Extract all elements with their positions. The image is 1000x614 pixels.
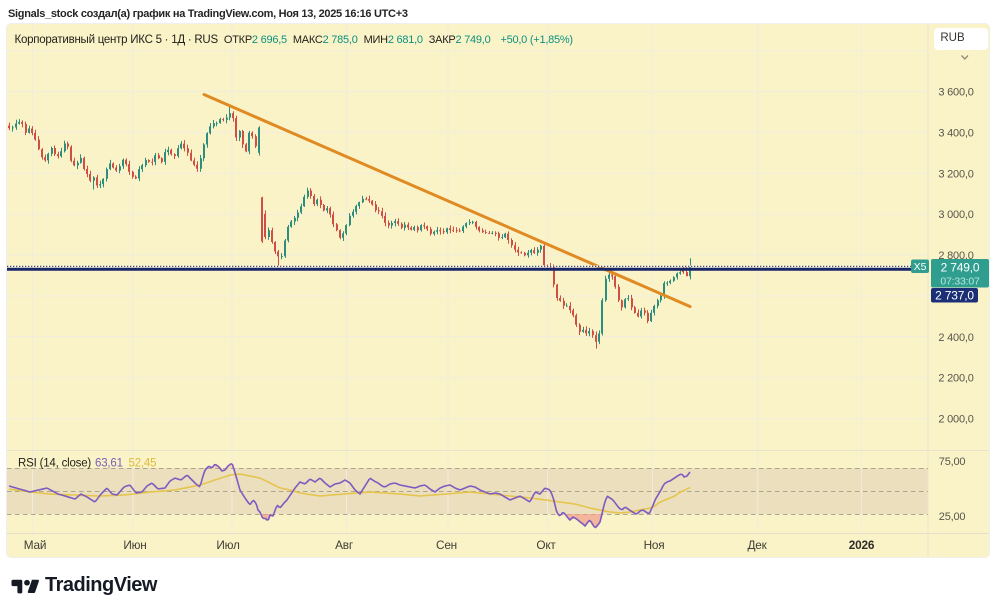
svg-text:3 200,0: 3 200,0 [938,168,973,180]
svg-text:Дек: Дек [747,538,767,552]
svg-text:RSI (14, close): RSI (14, close) [18,458,91,470]
svg-text:07:33:07: 07:33:07 [940,276,980,288]
svg-text:2 200,0: 2 200,0 [938,373,973,385]
svg-text:75,00: 75,00 [939,456,966,468]
svg-text:2026: 2026 [849,538,875,552]
svg-text:2 749,0: 2 749,0 [941,261,980,275]
svg-text:Ноя: Ноя [644,538,665,552]
svg-text:25,00: 25,00 [939,511,966,523]
svg-text:Авг: Авг [335,538,353,552]
svg-text:63,61: 63,61 [95,458,123,470]
svg-text:Окт: Окт [536,538,556,552]
svg-text:Сен: Сен [436,538,457,552]
svg-text:3 400,0: 3 400,0 [938,127,973,139]
svg-text:2 000,0: 2 000,0 [938,414,973,426]
svg-text:X5: X5 [914,261,927,273]
svg-text:3 000,0: 3 000,0 [938,209,973,221]
svg-text:Май: Май [24,538,47,552]
svg-text:Июл: Июл [216,538,240,552]
svg-text:3 600,0: 3 600,0 [938,87,973,99]
svg-text:2 400,0: 2 400,0 [938,332,973,344]
svg-text:Июн: Июн [123,538,146,552]
svg-text:2 737,0: 2 737,0 [935,289,974,303]
svg-text:52,45: 52,45 [129,458,157,470]
